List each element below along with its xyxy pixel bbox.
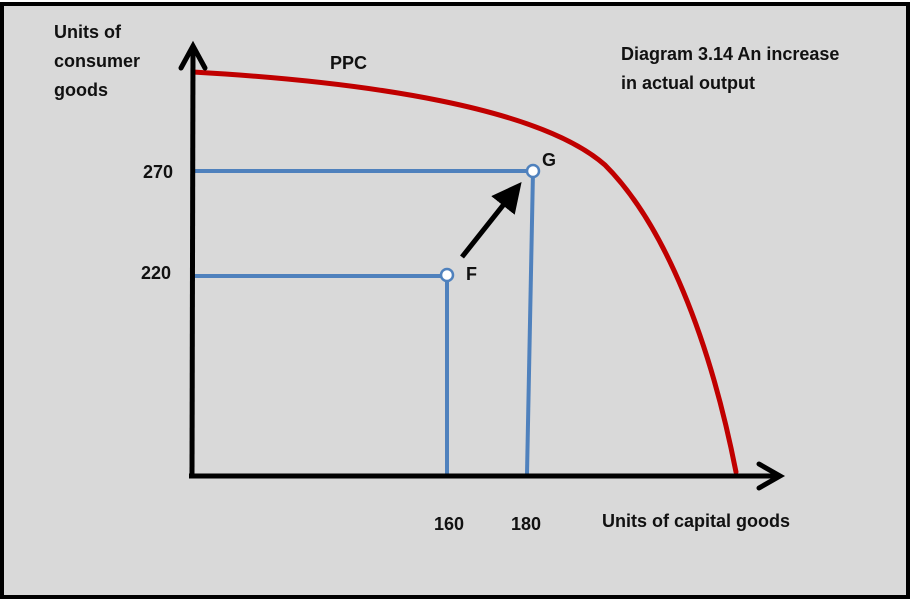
- y-axis-label-line3: goods: [54, 80, 108, 100]
- y-axis: [189, 47, 196, 477]
- x-tick-180: 180: [511, 514, 541, 534]
- point-g-label: G: [542, 150, 556, 170]
- ppc-curve: [190, 69, 739, 475]
- y-tick-220: 220: [141, 263, 171, 283]
- point-f-label: F: [466, 264, 477, 284]
- y-axis-label-line2: consumer: [54, 51, 140, 71]
- point-g-marker: [525, 163, 541, 179]
- x-axis-label: Units of capital goods: [602, 511, 790, 531]
- x-axis-arrowhead: [756, 461, 786, 491]
- y-axis-label-line1: Units of: [54, 22, 122, 42]
- curve-label: PPC: [330, 53, 367, 73]
- diagram-title-line2: in actual output: [621, 73, 755, 93]
- y-tick-270: 270: [143, 162, 173, 182]
- diagram-title-line1: Diagram 3.14 An increase: [621, 44, 839, 64]
- y-axis-arrowhead: [178, 40, 208, 71]
- x-tick-160: 160: [434, 514, 464, 534]
- point-f-marker: [439, 267, 455, 283]
- diagram-background: [0, 2, 910, 599]
- g-vertical-guide: [525, 170, 535, 475]
- movement-arrow: [460, 181, 522, 259]
